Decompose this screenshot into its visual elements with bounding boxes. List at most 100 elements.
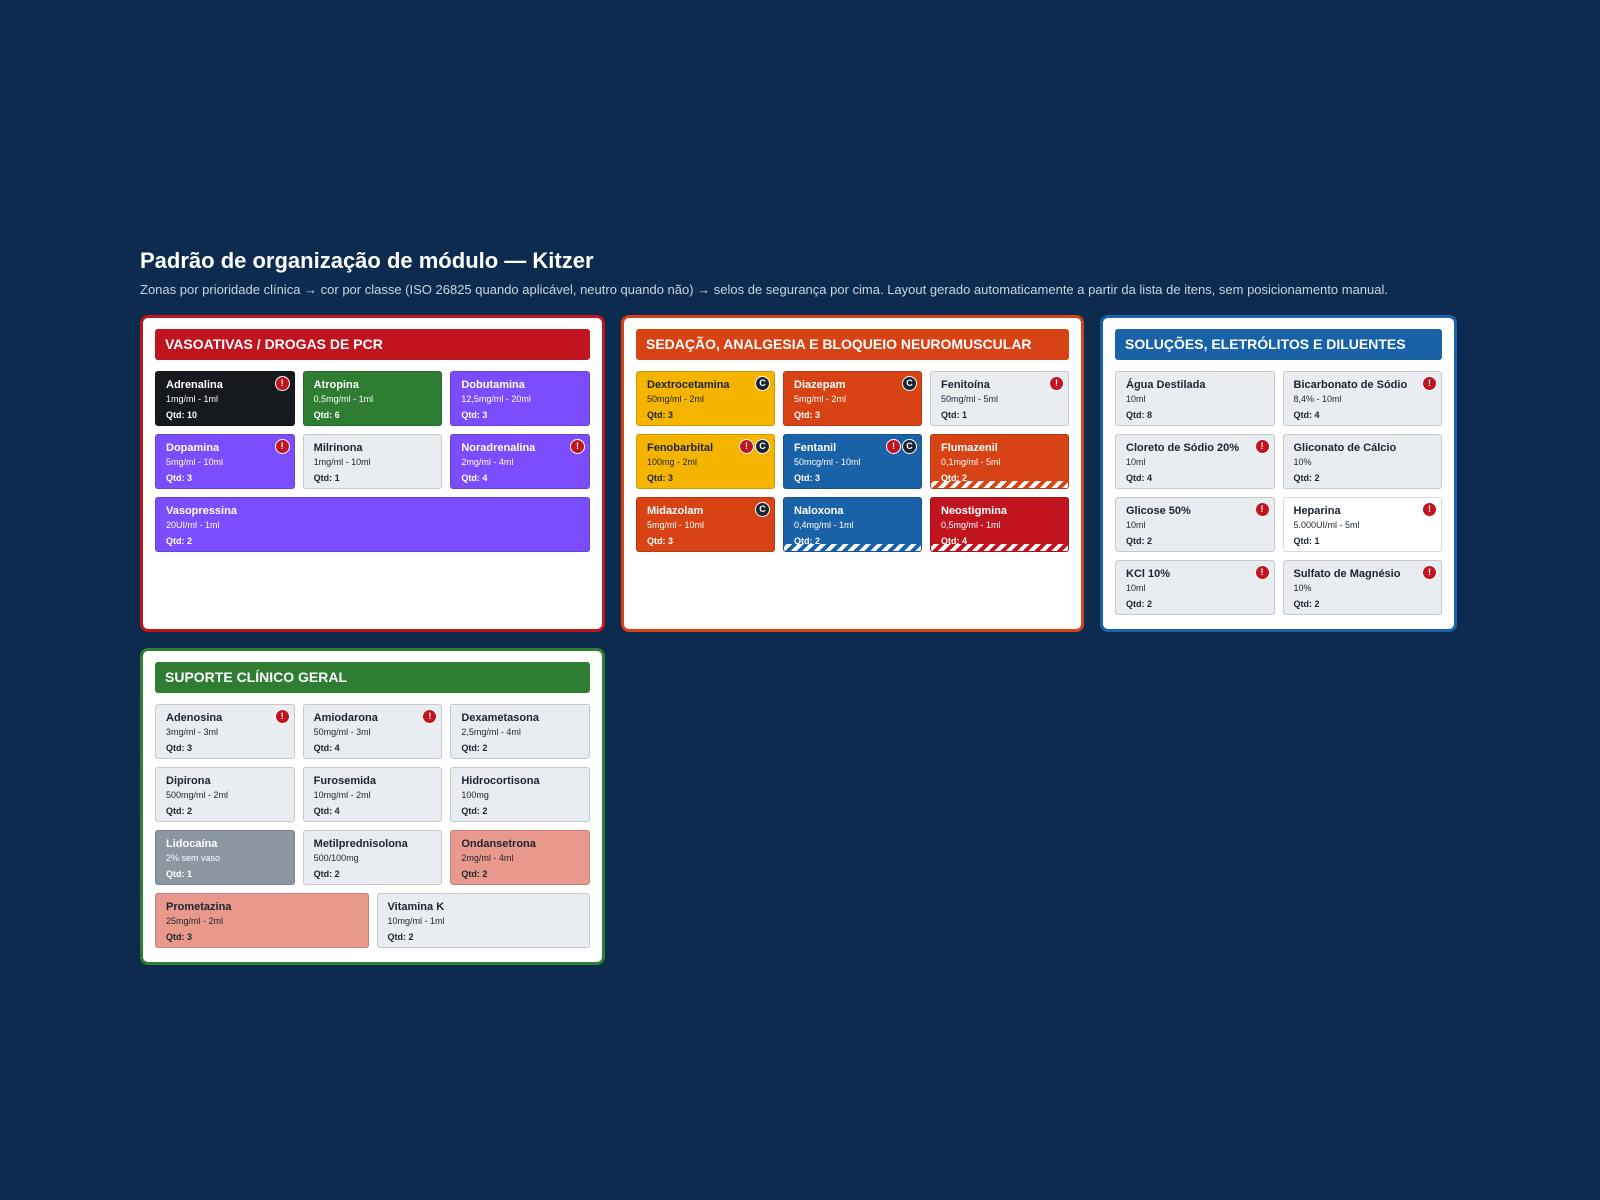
- badge: C: [756, 377, 769, 390]
- item-name: Dipirona: [166, 775, 211, 787]
- item-name: Atropina: [313, 379, 359, 391]
- item-card: Dopamina 5mg/ml - 10ml Qtd: 3!: [155, 434, 295, 489]
- item-card: KCl 10% 10ml Qtd: 2!: [1115, 560, 1275, 615]
- panel-header: VASOATIVAS / DROGAS DE PCR: [155, 329, 590, 360]
- item-card: Vitamina K 10mg/ml - 1ml Qtd: 2: [376, 893, 590, 948]
- item-qty: Qtd: 3: [794, 410, 820, 420]
- item-qty: Qtd: 4: [313, 806, 340, 816]
- item-name: Diazepam: [794, 379, 846, 391]
- item-qty: Qtd: 2: [1126, 599, 1152, 609]
- item-card: Hidrocortisona 100mg Qtd: 2: [450, 767, 590, 822]
- item-card: Metilprednisolona 500/100mg Qtd: 2: [302, 830, 443, 885]
- item-dose: 0,5mg/ml - 1ml: [941, 520, 1001, 530]
- item-card: Atropina 0,5mg/ml - 1ml Qtd: 6: [302, 371, 443, 426]
- item-dose: 2% sem vaso: [166, 853, 221, 863]
- item-qty: Qtd: 2: [461, 869, 488, 879]
- item-qty: Qtd: 1: [166, 869, 192, 879]
- badge-group: !: [1423, 566, 1436, 579]
- item-card: Fentanil 50mcg/ml - 10ml Qtd: 3! C: [783, 434, 922, 489]
- item-dose: 500/100mg: [313, 853, 359, 863]
- badge-group: !: [275, 440, 289, 453]
- item-qty: Qtd: 2: [1293, 599, 1320, 609]
- item-card: Flumazenil 0,1mg/ml - 5ml Qtd: 2: [930, 434, 1069, 489]
- badge-group: C: [903, 377, 916, 390]
- item-name: Flumazenil: [941, 442, 998, 454]
- badge: !: [275, 377, 289, 390]
- badge-group: !: [1423, 377, 1436, 390]
- item-card: Adrenalina 1mg/ml - 1ml Qtd: 10!: [155, 371, 295, 426]
- item-card: Ondansetrona 2mg/ml - 4ml Qtd: 2: [450, 830, 590, 885]
- item-dose: 25mg/ml - 2ml: [166, 916, 224, 926]
- badge-group: ! C: [887, 440, 916, 453]
- item-card: Milrinona 1mg/ml - 10ml Qtd: 1: [302, 434, 443, 489]
- item-name: Milrinona: [313, 442, 363, 454]
- item-card: Dobutamina 12,5mg/ml - 20ml Qtd: 3: [450, 371, 590, 426]
- item-name: Fenitoína: [941, 379, 990, 391]
- item-qty: Qtd: 3: [166, 743, 192, 753]
- item-card: Midazolam 5mg/ml - 10ml Qtd: 3 C: [636, 497, 775, 552]
- badge-group: C: [756, 503, 769, 516]
- item-qty: Qtd: 2: [1126, 536, 1152, 546]
- badge: !: [1423, 566, 1436, 579]
- item-dose: 5.000UI/ml - 5ml: [1293, 520, 1360, 530]
- item-dose: 12,5mg/ml - 20ml: [461, 394, 531, 404]
- badge: !: [1255, 503, 1269, 516]
- badge-group: C: [756, 377, 769, 390]
- item-dose: 5mg/ml - 10ml: [647, 520, 705, 530]
- panel-grid: VASOATIVAS / DROGAS DE PCR Adrenalina 1mg/…: [140, 315, 1460, 965]
- badge-group: !: [1255, 440, 1269, 453]
- item-qty: Qtd: 2: [461, 806, 488, 816]
- badge-group: !: [1255, 566, 1269, 579]
- item-dose: 3mg/ml - 3ml: [166, 727, 219, 737]
- badge-group: !: [571, 440, 584, 453]
- item-dose: 50mcg/ml - 10ml: [794, 457, 861, 467]
- item-dose: 500mg/ml - 2ml: [166, 790, 229, 800]
- item-qty: Qtd: 10: [166, 410, 198, 420]
- item-dose: 1mg/ml - 1ml: [166, 394, 219, 404]
- item-dose: 50mg/ml - 2ml: [647, 394, 705, 404]
- item-card: Noradrenalina 2mg/ml - 4ml Qtd: 4!: [450, 434, 590, 489]
- item-qty: Qtd: 3: [166, 932, 192, 942]
- stripe: [931, 481, 1068, 488]
- item-name: Furosemida: [313, 775, 377, 787]
- item-qty: Qtd: 4: [313, 743, 340, 753]
- badge: C: [756, 503, 769, 516]
- item-card: Sulfato de Magnésio 10% Qtd: 2!: [1282, 560, 1442, 615]
- item-name: Vasopressina: [166, 505, 237, 517]
- item-dose: 10%: [1293, 583, 1312, 593]
- badge-group: !: [423, 710, 437, 723]
- item-name: Lidocaína: [166, 838, 218, 850]
- item-dose: 2mg/ml - 4ml: [461, 853, 514, 863]
- item-name: Amiodarona: [313, 712, 378, 724]
- item-dose: 0,4mg/ml - 1ml: [794, 520, 854, 530]
- item-card: Água Destilada 10ml Qtd: 8: [1115, 371, 1275, 426]
- item-dose: 5mg/ml - 10ml: [166, 457, 224, 467]
- page-title: Padrão de organização de módulo — Kitzer: [140, 248, 594, 273]
- badge-group: !: [1423, 503, 1436, 516]
- panel-header: SEDAÇÃO, ANALGESIA E BLOQUEIO NEUROMUSCU…: [636, 329, 1069, 360]
- item-grid: Dextrocetamina 50mg/ml - 2ml Qtd: 3 C Diazep…: [636, 371, 1069, 552]
- panel: VASOATIVAS / DROGAS DE PCR Adrenalina 1mg/…: [140, 315, 605, 632]
- item-name: Heparina: [1293, 505, 1341, 517]
- item-dose: 10ml: [1126, 520, 1146, 530]
- item-card: Amiodarona 50mg/ml - 3ml Qtd: 4!: [302, 704, 443, 759]
- item-qty: Qtd: 2: [387, 932, 414, 942]
- badge: !: [275, 440, 289, 453]
- item-card: Fenitoína 50mg/ml - 5ml Qtd: 1!: [930, 371, 1069, 426]
- badge: !: [1255, 566, 1269, 579]
- badge: !: [887, 440, 900, 453]
- item-card: Diazepam 5mg/ml - 2ml Qtd: 3 C: [783, 371, 922, 426]
- item-name: Água Destilada: [1126, 379, 1206, 391]
- item-grid: Adrenalina 1mg/ml - 1ml Qtd: 10! Atropina 0,…: [155, 371, 590, 552]
- item-name: Vitamina K: [387, 901, 445, 913]
- item-name: Neostigmina: [941, 505, 1008, 517]
- item-card: Adenosina 3mg/ml - 3ml Qtd: 3!: [155, 704, 295, 759]
- item-dose: 10ml: [1126, 394, 1146, 404]
- item-qty: Qtd: 4: [1293, 410, 1320, 420]
- panel-header: SUPORTE CLÍNICO GERAL: [155, 662, 590, 693]
- item-qty: Qtd: 2: [313, 869, 340, 879]
- stripe: [931, 544, 1068, 551]
- item-qty: Qtd: 1: [313, 473, 340, 483]
- item-name: Bicarbonato de Sódio: [1293, 379, 1408, 391]
- item-dose: 5mg/ml - 2ml: [794, 394, 847, 404]
